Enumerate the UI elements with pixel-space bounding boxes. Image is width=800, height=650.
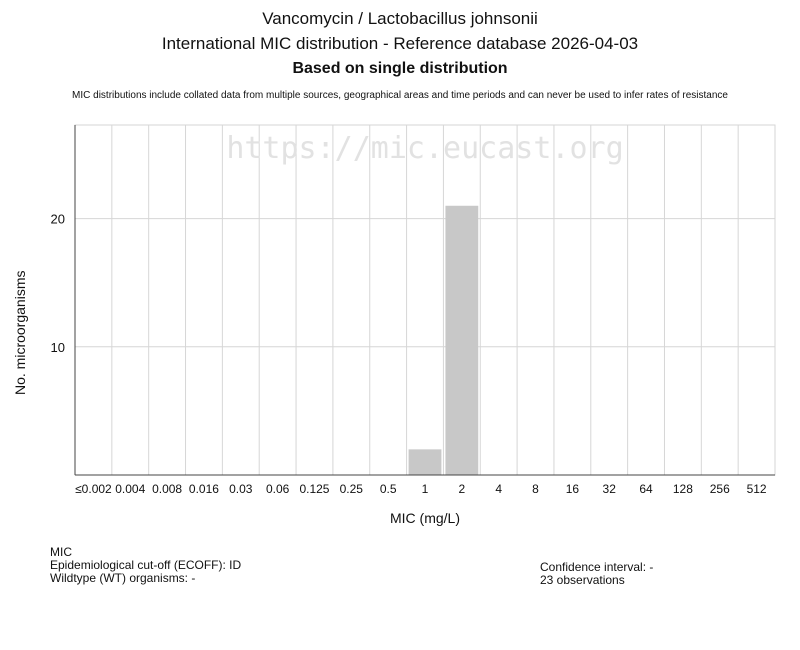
footer-observations: 23 observations [540,573,625,587]
x-tick-label: 512 [747,482,767,496]
x-tick-label: 256 [710,482,730,496]
footer-wildtype: Wildtype (WT) organisms: - [50,571,196,585]
chart-distribution-label: Based on single distribution [292,60,508,77]
chart-title: Vancomycin / Lactobacillus johnsonii [262,9,538,28]
disclaimer-note: MIC distributions include collated data … [72,90,728,101]
x-tick-label: 128 [673,482,693,496]
x-tick-label: 2 [458,482,465,496]
x-tick-label: ≤0.002 [75,482,112,496]
watermark-text: https://mic.eucast.org [226,131,623,166]
x-tick-label: 0.25 [340,482,364,496]
x-tick-label: 1 [422,482,429,496]
footer-mic-label: MIC [50,545,72,559]
footer-ecoff: Epidemiological cut-off (ECOFF): ID [50,558,242,572]
x-tick-label: 0.004 [115,482,145,496]
bar-1 [408,449,442,475]
x-tick-label: 64 [639,482,653,496]
plot-area [74,124,776,476]
x-tick-label: 0.125 [299,482,329,496]
bar-2 [445,205,479,475]
x-tick-label: 4 [495,482,502,496]
x-tick-label: 16 [566,482,580,496]
footer-confidence-interval: Confidence interval: - [540,560,654,574]
x-tick-label: 8 [532,482,539,496]
y-tick-label: 20 [51,212,65,227]
y-tick-label: 10 [51,340,65,355]
x-axis-label: MIC (mg/L) [390,510,460,526]
x-tick-label: 0.03 [229,482,253,496]
x-tick-label: 0.008 [152,482,182,496]
x-tick-label: 32 [603,482,617,496]
footer-left: MIC Epidemiological cut-off (ECOFF): ID … [50,546,241,585]
y-axis-label: No. microorganisms [12,270,28,395]
x-tick-label: 0.06 [266,482,290,496]
x-tick-label: 0.016 [189,482,219,496]
footer-right: Confidence interval: - 23 observations [540,561,653,587]
chart-subtitle: International MIC distribution - Referen… [161,34,639,53]
x-tick-label: 0.5 [380,482,397,496]
